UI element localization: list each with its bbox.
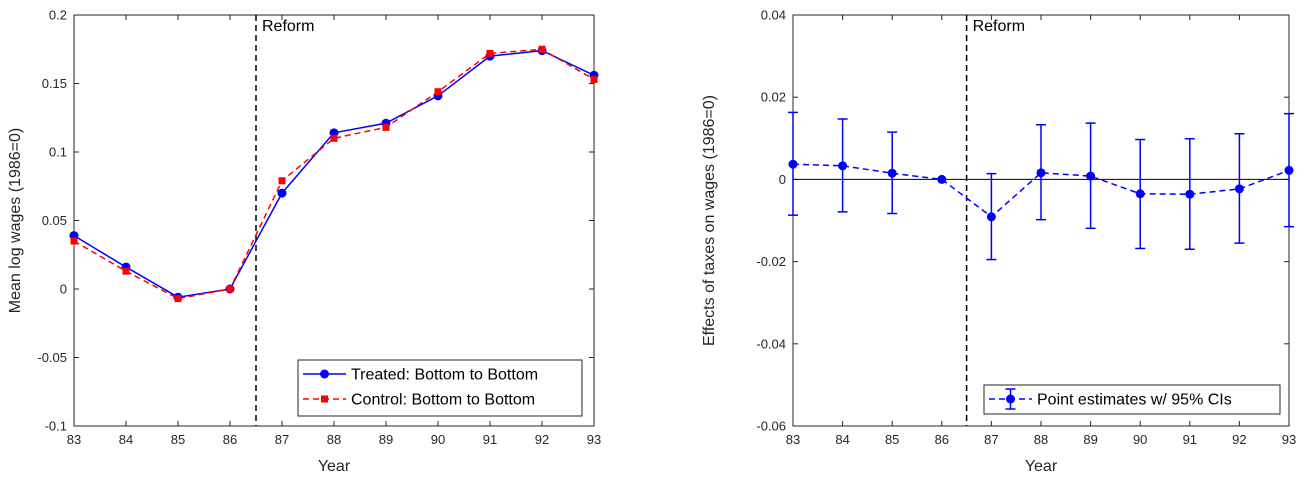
y-tick-label: 0.2: [49, 8, 67, 23]
data-point: [486, 49, 494, 57]
legend-entry-label: Treated: Bottom to Bottom: [351, 367, 538, 384]
x-tick-label: 86: [223, 432, 237, 447]
chart-panel-tax-effects: 83 84 85 86 87 88 89 90 91 92 93 -0.06 -0.04 -0.02 0 0.…: [701, 8, 1296, 476]
x-tick-label: 92: [1232, 432, 1246, 447]
x-tick-label: 88: [327, 432, 341, 447]
y-tick-label: 0.04: [761, 8, 786, 23]
x-tick-label: 90: [1133, 432, 1147, 447]
x-tick-label: 93: [587, 432, 601, 447]
y-tick-label: 0: [779, 172, 786, 187]
y-axis-label: Effects of taxes on wages (1986=0): [701, 95, 718, 346]
x-tick-label: 89: [1083, 432, 1097, 447]
legend-box: [983, 384, 1281, 415]
data-point: [226, 285, 234, 293]
x-tick-label: 86: [935, 432, 949, 447]
y-tick-label: -0.06: [756, 419, 786, 434]
x-tick-label: 89: [379, 432, 393, 447]
series-1: [70, 45, 598, 303]
x-tick-label: 90: [431, 432, 445, 447]
legend-entry-label: Point estimates w/ 95% CIs: [1037, 392, 1232, 409]
series-0: [788, 111, 1294, 261]
data-point: [122, 267, 130, 275]
x-tick-label: 93: [1282, 432, 1296, 447]
x-axis-label: Year: [1025, 458, 1058, 475]
data-point: [1234, 184, 1244, 194]
reform-annotation: Reform: [262, 18, 314, 35]
legend: Point estimates w/ 95% CIs: [983, 384, 1281, 415]
y-tick-label: 0.05: [42, 213, 67, 228]
data-point: [1284, 165, 1294, 175]
y-tick-label: -0.04: [756, 336, 786, 351]
legend-swatch-marker: [1006, 394, 1015, 404]
legend-entry-label: Control: Bottom to Bottom: [351, 392, 535, 409]
y-tick-label: -0.02: [756, 254, 786, 269]
series-line: [792, 163, 1290, 218]
x-tick-label: 85: [171, 432, 185, 447]
x-tick-label: 83: [67, 432, 81, 447]
plot-area: [792, 14, 1290, 427]
x-tick-label: 92: [535, 432, 549, 447]
data-point: [382, 123, 390, 131]
data-point: [590, 75, 598, 83]
y-tick-label: 0.15: [42, 76, 67, 91]
data-point: [937, 174, 947, 184]
data-point: [278, 177, 286, 185]
data-point: [788, 159, 798, 169]
data-point: [887, 168, 897, 178]
y-tick-label: -0.05: [37, 350, 67, 365]
data-point: [1086, 171, 1096, 181]
data-point: [538, 45, 546, 53]
x-tick-label: 88: [1034, 432, 1048, 447]
data-point: [1036, 168, 1046, 178]
x-tick-label: 91: [483, 432, 497, 447]
x-tick-label: 84: [835, 432, 849, 447]
legend-swatch-marker: [320, 369, 329, 379]
data-point: [174, 295, 182, 303]
legend: Treated: Bottom to Bottom Control: Bottom…: [297, 359, 583, 417]
data-point: [330, 134, 338, 142]
data-point: [70, 237, 78, 245]
y-tick-label: 0.1: [49, 145, 67, 160]
y-tick-label: 0: [60, 282, 67, 297]
x-tick-label: 91: [1183, 432, 1197, 447]
chart-panel-mean-log-wages: 83 84 85 86 87 88 89 90 91 92 93 -0.1 -0.05 0 0.05 0.1 0…: [7, 8, 601, 476]
x-tick-label: 87: [275, 432, 289, 447]
data-point: [986, 212, 996, 222]
data-point: [1185, 189, 1195, 199]
data-point: [277, 188, 287, 198]
legend-box: [297, 359, 583, 417]
x-axis-label: Year: [318, 458, 351, 475]
data-point: [434, 88, 442, 96]
x-tick-label: 84: [119, 432, 133, 447]
reform-annotation: Reform: [973, 18, 1025, 35]
data-point: [1135, 189, 1145, 199]
plot-area: [73, 14, 595, 427]
legend-swatch-marker: [321, 395, 328, 403]
y-tick-label: -0.1: [45, 419, 67, 434]
y-axis-label: Mean log wages (1986=0): [7, 128, 24, 313]
x-tick-label: 87: [984, 432, 998, 447]
x-tick-label: 83: [786, 432, 800, 447]
y-tick-label: 0.02: [761, 90, 786, 105]
x-tick-label: 85: [885, 432, 899, 447]
data-point: [838, 161, 848, 171]
